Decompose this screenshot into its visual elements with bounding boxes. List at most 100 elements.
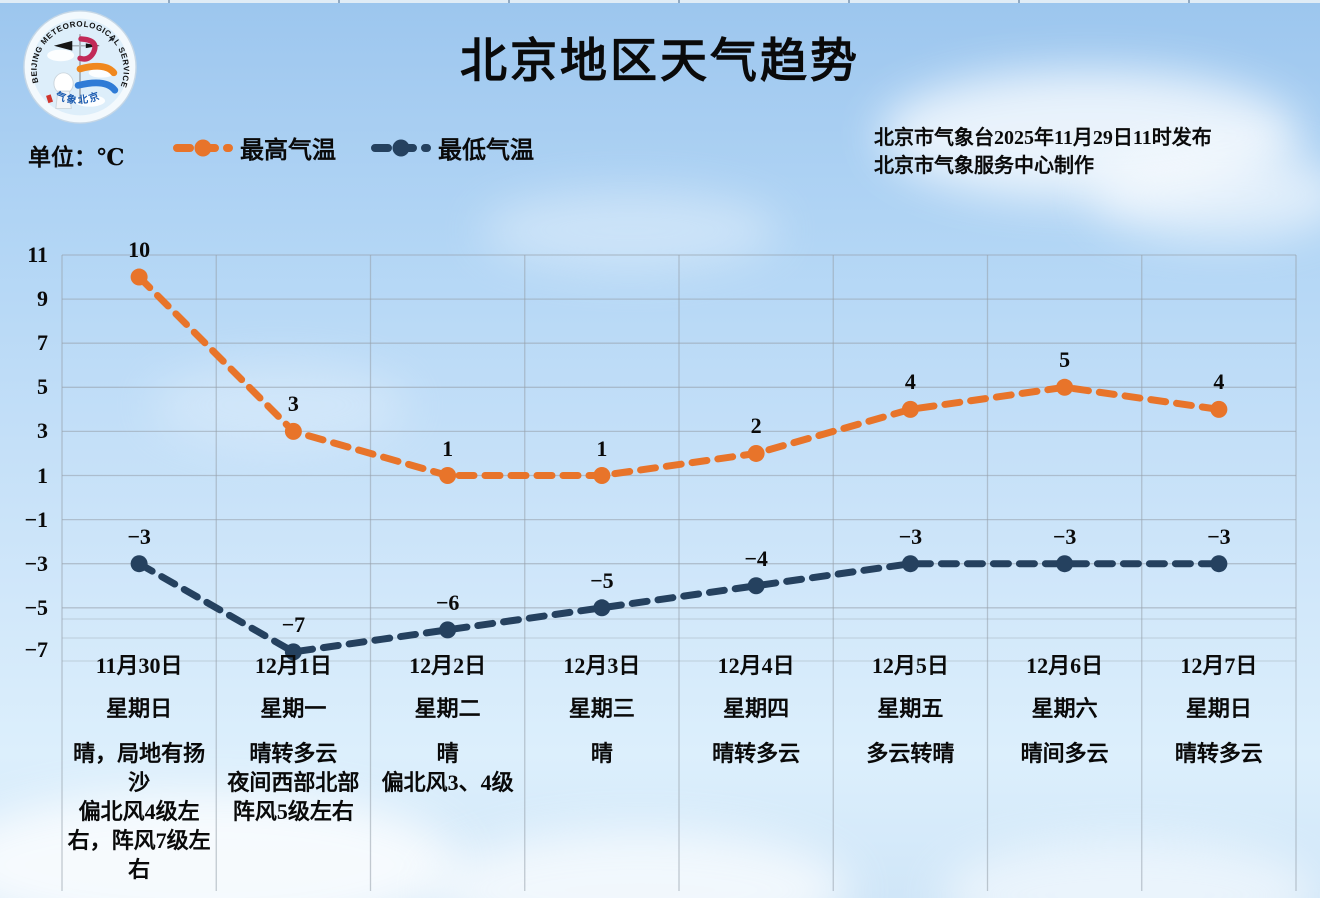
legend-item-high: 最高气温 bbox=[172, 130, 336, 165]
y-tick-label: 9 bbox=[37, 286, 48, 312]
unit-label: 单位：℃ bbox=[28, 145, 125, 170]
y-tick-label: 11 bbox=[27, 242, 48, 267]
column-weather: 晴转多云夜间西部北部阵风5级左右 bbox=[218, 739, 368, 826]
weather-text-line: 晴转多云 bbox=[712, 741, 801, 766]
high-temp-value-label: 2 bbox=[750, 413, 762, 439]
low-temp-point bbox=[1056, 555, 1074, 573]
top-edge-strip bbox=[0, 0, 1320, 3]
high-temp-point bbox=[439, 467, 457, 484]
high-temp-value-label: 1 bbox=[442, 435, 454, 461]
publisher-line1: 北京市气象台2025年11月29日11时发布 bbox=[874, 127, 1212, 149]
column-weekday: 星期五 bbox=[877, 696, 944, 721]
weather-text-line: 夜间西部北部阵风5级左右 bbox=[227, 770, 360, 824]
y-tick-label: −5 bbox=[24, 594, 48, 620]
y-tick-label: 1 bbox=[37, 462, 48, 488]
forecast-column: 12月1日星期一晴转多云夜间西部北部阵风5级左右 bbox=[218, 653, 368, 826]
forecast-column: 12月4日星期四晴转多云 bbox=[681, 653, 831, 768]
low-temp-value-label: −3 bbox=[1207, 523, 1231, 549]
low-temp-value-label: −5 bbox=[590, 567, 614, 593]
column-weekday: 星期六 bbox=[1031, 696, 1098, 721]
weather-text-line: 晴转多云 bbox=[249, 741, 338, 766]
column-weather: 多云转晴 bbox=[835, 739, 985, 768]
low-temp-point bbox=[593, 599, 611, 617]
low-temp-line-swatch bbox=[371, 139, 431, 156]
column-weekday: 星期三 bbox=[568, 696, 635, 721]
column-weather: 晴转多云 bbox=[1144, 739, 1294, 768]
low-temp-value-label: −4 bbox=[744, 545, 768, 571]
high-temp-point bbox=[901, 400, 919, 418]
low-temp-value-label: −3 bbox=[1052, 523, 1077, 549]
logo-seal bbox=[46, 94, 54, 104]
high-temp-value-label: 10 bbox=[128, 237, 151, 263]
high-temp-point bbox=[593, 467, 611, 484]
column-date: 12月5日 bbox=[871, 653, 949, 678]
chart-legend: 最高气温 最低气温 bbox=[172, 130, 534, 165]
high-temp-point bbox=[130, 268, 148, 286]
y-tick-label: −1 bbox=[24, 506, 48, 532]
weather-text-line: 晴转多云 bbox=[1174, 741, 1263, 766]
low-temp-point bbox=[439, 621, 457, 639]
column-date: 12月1日 bbox=[254, 653, 332, 678]
y-tick-label: 5 bbox=[37, 374, 48, 400]
weather-text-line: 多云转晴 bbox=[866, 741, 955, 766]
logo-red-ribbon bbox=[77, 36, 98, 62]
legend-high-label: 最高气温 bbox=[240, 138, 336, 164]
low-temp-value-label: −3 bbox=[898, 523, 923, 549]
column-weather: 晴 bbox=[527, 739, 677, 768]
column-weekday: 星期日 bbox=[1185, 696, 1252, 721]
low-temp-point bbox=[1210, 555, 1228, 573]
low-temp-point bbox=[901, 555, 919, 573]
column-weather: 晴转多云 bbox=[681, 739, 831, 768]
high-temp-point bbox=[1210, 400, 1228, 418]
publisher-line2: 北京市气象服务中心制作 bbox=[874, 155, 1094, 177]
column-weekday: 星期四 bbox=[723, 696, 790, 721]
high-temp-line bbox=[135, 273, 1223, 479]
column-weather: 晴，局地有扬沙 偏北风4级左右，阵风7级左右 bbox=[64, 739, 214, 884]
low-temp-point bbox=[747, 577, 765, 595]
high-temp-value-label: 4 bbox=[904, 369, 916, 395]
column-date: 12月4日 bbox=[717, 653, 795, 678]
column-weekday: 星期二 bbox=[414, 696, 481, 721]
wind-vane-arrow-left bbox=[53, 40, 73, 51]
high-temp-value-label: 5 bbox=[1059, 347, 1071, 373]
forecast-column: 12月7日 星期日 晴转多云 bbox=[1144, 653, 1294, 768]
column-weekday: 星期一 bbox=[260, 696, 327, 721]
weather-text-line: 晴 bbox=[436, 741, 459, 766]
weather-text-line: 晴，局地有扬沙 bbox=[73, 741, 206, 795]
low-temp-value-label: −6 bbox=[435, 589, 460, 615]
weather-text-line: 晴 bbox=[590, 741, 613, 766]
high-temp-value-label: 3 bbox=[287, 391, 299, 417]
y-tick-label: 7 bbox=[37, 330, 48, 356]
forecast-column: 12月5日星期五多云转晴 bbox=[835, 653, 985, 768]
logo-plane-icon bbox=[108, 36, 115, 42]
column-date: 12月6日 bbox=[1026, 653, 1104, 678]
column-weather: 晴间多云 bbox=[990, 739, 1140, 768]
high-temp-point bbox=[1056, 378, 1074, 396]
beijing-meteorological-service-logo: BEIJING METEOROLOGICAL SERVICE 气象北京 bbox=[23, 10, 137, 124]
high-temp-value-label: 4 bbox=[1213, 369, 1225, 395]
low-temp-value-label: −3 bbox=[127, 523, 151, 549]
column-date: 12月2日 bbox=[409, 653, 487, 678]
weather-text-line: 偏北风4级左右，阵风7级左右 bbox=[67, 799, 211, 882]
forecast-column: 12月6日星期六晴间多云 bbox=[990, 653, 1140, 768]
low-temp-point bbox=[130, 555, 148, 573]
column-date: 12月3日 bbox=[563, 653, 641, 678]
low-temp-value-label: −7 bbox=[281, 611, 306, 637]
high-temp-value-label: 1 bbox=[596, 435, 608, 461]
logo-orange-ribbon bbox=[76, 62, 118, 77]
legend-low-label: 最低气温 bbox=[438, 138, 534, 164]
column-date: 11月30日 bbox=[95, 653, 183, 678]
y-tick-label: −7 bbox=[24, 637, 48, 662]
column-weather: 晴偏北风3、4级 bbox=[373, 739, 523, 797]
high-temp-point bbox=[284, 422, 302, 440]
weather-text-line: 晴间多云 bbox=[1020, 741, 1109, 766]
logo-blue-ribbon bbox=[74, 79, 119, 94]
forecast-column: 12月3日星期三晴 bbox=[527, 653, 677, 768]
high-temp-line-swatch bbox=[173, 139, 233, 156]
column-weekday: 星期日 bbox=[106, 696, 173, 721]
weather-text-line: 偏北风3、4级 bbox=[381, 770, 514, 795]
low-temp-point bbox=[284, 643, 302, 661]
forecast-column: 11月30日 星期日晴，局地有扬沙 偏北风4级左右，阵风7级左右 bbox=[64, 653, 214, 884]
